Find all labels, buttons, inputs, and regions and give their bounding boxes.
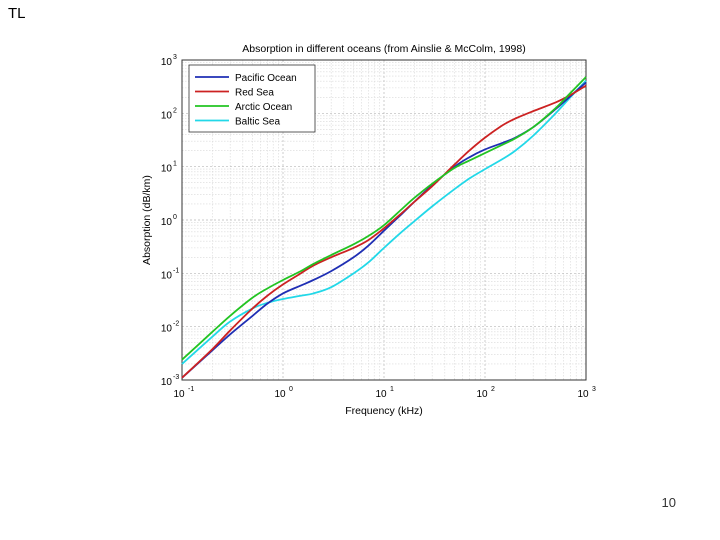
y-tick-base: 10 — [161, 377, 173, 388]
series-line-baltic-sea — [181, 80, 587, 365]
x-tick-exponent: 2 — [491, 386, 495, 393]
x-tick-exponent: 1 — [390, 386, 394, 393]
x-tick: 10 1 — [375, 386, 394, 400]
x-axis-label: Frequency (kHz) — [345, 405, 423, 417]
series-group — [181, 76, 587, 379]
legend-label-arctic-ocean: Arctic Ocean — [235, 102, 292, 113]
x-tick-base: 10 — [375, 389, 387, 400]
y-tick-base: 10 — [161, 57, 173, 68]
y-tick-exponent: -3 — [173, 374, 179, 381]
y-tick: 10 -1 — [161, 267, 179, 281]
slide-title: TL — [8, 5, 26, 22]
x-tick-base: 10 — [577, 389, 589, 400]
y-tick: 10 -3 — [161, 374, 179, 388]
x-tick: 10 -1 — [173, 386, 194, 400]
y-tick-base: 10 — [161, 164, 173, 175]
legend-label-baltic-sea: Baltic Sea — [235, 117, 280, 128]
chart-title: Absorption in different oceans (from Ain… — [242, 43, 525, 55]
x-tick-exponent: 0 — [289, 386, 293, 393]
x-tick-labels: 10 -1 10 0 10 1 10 2 10 3 — [173, 386, 596, 400]
legend-label-red-sea: Red Sea — [235, 88, 274, 99]
series-line-arctic-ocean — [181, 76, 587, 361]
y-tick: 10 3 — [161, 54, 177, 68]
y-tick-base: 10 — [161, 324, 173, 335]
y-tick: 10 1 — [161, 161, 177, 175]
y-tick-base: 10 — [161, 110, 173, 121]
y-tick: 10 -2 — [161, 321, 179, 335]
page-number: 10 — [661, 495, 676, 510]
x-tick: 10 0 — [274, 386, 293, 400]
y-tick-exponent: 2 — [173, 107, 177, 114]
legend-label-pacific-ocean: Pacific Ocean — [235, 73, 297, 84]
x-tick-base: 10 — [173, 389, 185, 400]
x-tick-exponent: 3 — [592, 386, 596, 393]
y-tick-exponent: 1 — [173, 161, 177, 168]
plot-frame — [181, 59, 587, 381]
y-tick-base: 10 — [161, 270, 173, 281]
x-tick: 10 3 — [577, 386, 596, 400]
y-tick: 10 0 — [161, 214, 177, 228]
x-tick-base: 10 — [476, 389, 488, 400]
y-tick: 10 2 — [161, 107, 177, 121]
y-axis-label: Absorption (dB/km) — [141, 175, 153, 265]
x-tick: 10 2 — [476, 386, 495, 400]
y-tick-base: 10 — [161, 217, 173, 228]
series-line-red-sea — [181, 84, 587, 379]
y-tick-exponent: -1 — [173, 267, 179, 274]
x-tick-base: 10 — [274, 389, 286, 400]
x-tick-exponent: -1 — [188, 386, 194, 393]
y-tick-exponent: 3 — [173, 54, 177, 61]
y-tick-exponent: 0 — [173, 214, 177, 221]
legend: Pacific Ocean Red Sea Arctic Ocean Baltic S… — [188, 64, 316, 133]
y-tick-exponent: -2 — [173, 321, 179, 328]
